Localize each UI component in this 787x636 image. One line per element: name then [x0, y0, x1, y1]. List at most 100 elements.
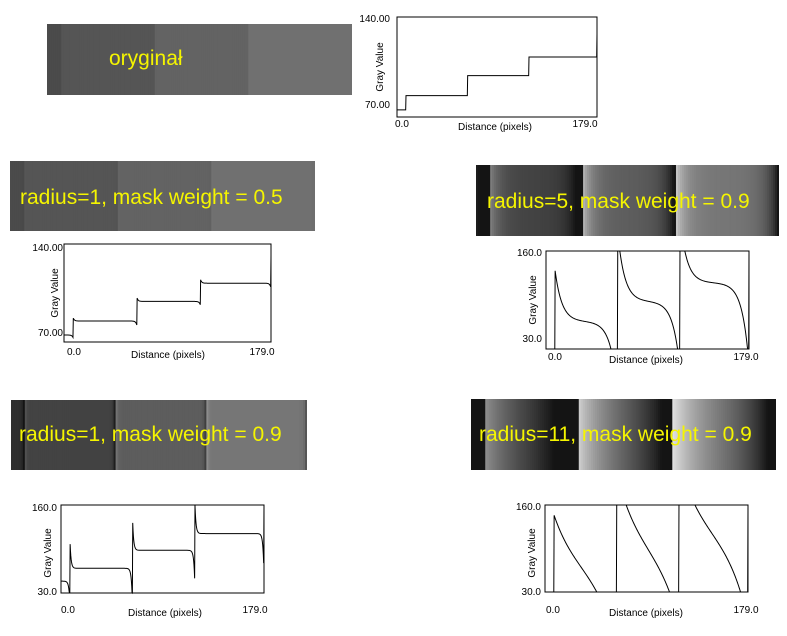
strip-column [101, 161, 105, 231]
strip-column [660, 399, 663, 470]
strip-column [61, 24, 64, 95]
strip-column [670, 399, 673, 470]
strip-column [496, 165, 499, 236]
strip-column [536, 165, 540, 236]
strip-column [49, 24, 52, 95]
image-strip-r1-w09: radius=1, mask weight = 0.9 [11, 400, 307, 470]
strip-column [12, 161, 15, 231]
strip-column [213, 161, 216, 231]
strip-column [623, 165, 627, 236]
strip-gradient [47, 24, 352, 95]
x-max-label: 179.0 [249, 347, 274, 358]
strip-column [747, 399, 751, 470]
strip-column [59, 24, 62, 95]
strip-column [71, 24, 75, 95]
strip-column [245, 161, 249, 231]
strip-column [182, 400, 186, 470]
strip-column [197, 24, 201, 95]
strip-column [211, 24, 215, 95]
strip-column [605, 165, 608, 236]
strip-column [637, 165, 641, 236]
x-axis-label: Distance (pixels) [609, 608, 683, 619]
strip-column [64, 400, 67, 470]
strip-column [657, 165, 661, 236]
strip-column [492, 165, 495, 236]
strip-column [186, 400, 190, 470]
strip-column [655, 165, 659, 236]
strip-column [150, 24, 154, 95]
strip-column [665, 165, 669, 236]
strip-column [20, 400, 24, 470]
y-min-label: 30.0 [523, 334, 543, 345]
strip-column [673, 165, 677, 236]
strip-column [715, 399, 718, 470]
strip-column [256, 161, 259, 231]
x-min-label: 0.0 [548, 352, 562, 363]
strip-column [18, 400, 22, 470]
strip-column [680, 399, 684, 470]
strip-column [503, 399, 507, 470]
strip-column [649, 399, 653, 470]
strip-column [160, 400, 164, 470]
strip-column [70, 400, 73, 470]
strip-column [514, 165, 517, 236]
strip-column [76, 400, 79, 470]
strip-column [471, 399, 474, 470]
strip-column [702, 165, 705, 236]
strip-column [233, 161, 237, 231]
strip-column [260, 24, 264, 95]
strip-column [178, 400, 182, 470]
strip-column [111, 400, 115, 470]
strip-column [583, 165, 586, 236]
strip-column [490, 165, 493, 236]
strip-column [667, 165, 671, 236]
strip-column [283, 400, 286, 470]
strip-column [162, 161, 166, 231]
strip-column [154, 161, 157, 231]
strip-column [653, 165, 657, 236]
strip-column [38, 400, 42, 470]
strip-column [93, 400, 97, 470]
strip-column [278, 161, 282, 231]
strip-column [127, 161, 131, 231]
profile-plot-svg: 140.00 70.00 0.0 179.0 Distance (pixels)… [359, 14, 598, 133]
strip-column [764, 165, 768, 236]
strip-column [621, 165, 625, 236]
strip-column [585, 165, 588, 236]
y-min-label: 70.00 [38, 328, 63, 339]
strip-column [732, 165, 736, 236]
strip-column [516, 165, 520, 236]
strip-column [493, 399, 496, 470]
strip-column [148, 161, 151, 231]
strip-column [252, 24, 255, 95]
strip-column [132, 24, 136, 95]
strip-column [136, 161, 139, 231]
strip-column [635, 399, 639, 470]
x-axis-label: Distance (pixels) [609, 355, 683, 366]
strip-column [312, 161, 315, 231]
strip-column [144, 161, 147, 231]
strip-column [721, 399, 724, 470]
strip-column [14, 161, 17, 231]
strip-column [270, 161, 273, 231]
strip-column [726, 165, 730, 236]
strip-column [108, 24, 111, 95]
strip-column [593, 399, 596, 470]
strip-column [745, 399, 749, 470]
strip-column [714, 165, 717, 236]
strip-column [595, 165, 598, 236]
strip-column [684, 399, 688, 470]
strip-column [60, 161, 64, 231]
strip-column [684, 165, 687, 236]
strip-column [674, 399, 677, 470]
strip-column [481, 399, 484, 470]
strip-column [749, 399, 753, 470]
strip-column [97, 400, 101, 470]
strip-column [254, 161, 257, 231]
strip-column [188, 161, 192, 231]
strip-column [142, 161, 145, 231]
strip-column [129, 400, 132, 470]
strip-column [57, 24, 60, 95]
strip-column [319, 24, 323, 95]
strip-gradient [10, 161, 315, 231]
